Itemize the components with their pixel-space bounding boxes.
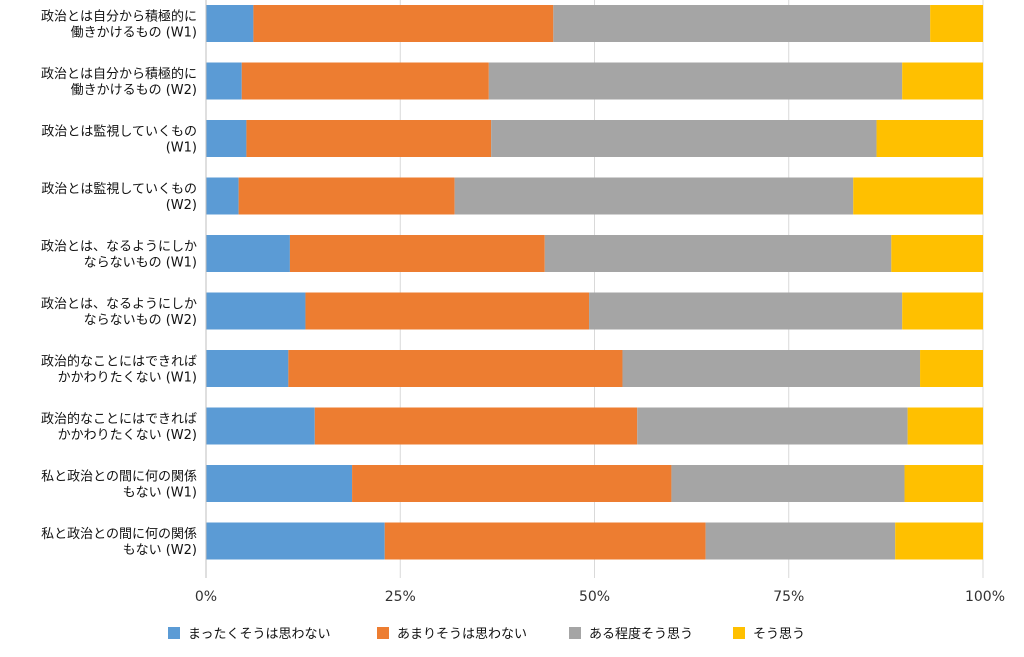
bar-segment-series-2	[305, 292, 590, 330]
category-label: 私と政治との間に何の関係もない (W2)	[41, 526, 197, 558]
bar-segment-series-1	[206, 62, 242, 100]
x-tick-labels: 0% 25% 50% 75% 100%	[195, 589, 1005, 605]
bars	[206, 5, 983, 560]
bar-segment-series-1	[206, 407, 315, 445]
bar-segment-series-2	[238, 177, 455, 215]
bar-segment-series-4	[902, 62, 983, 100]
bar-segment-series-3	[622, 350, 921, 387]
bar-segment-series-1	[206, 177, 239, 215]
bar-segment-series-2	[289, 235, 545, 272]
category-label: 政治とは、なるようにしかならないもの (W2)	[41, 297, 197, 328]
bar-segment-series-4	[902, 292, 983, 330]
bar-segment-series-3	[544, 235, 892, 272]
bar-segment-series-3	[491, 120, 877, 157]
bar-segment-series-2	[246, 120, 492, 157]
legend-label: そう思う	[753, 627, 805, 642]
bar-segment-series-1	[206, 292, 306, 330]
legend-label: あまりそうは思わない	[397, 627, 527, 642]
bar-segment-series-3	[488, 62, 903, 100]
bar-segment-series-2	[288, 350, 623, 387]
bar-segment-series-1	[206, 465, 353, 502]
bar-segment-series-3	[671, 465, 905, 502]
x-tick-label: 75%	[773, 589, 804, 605]
legend-swatch	[168, 627, 180, 639]
category-label: 政治とは監視していくもの(W2)	[41, 181, 197, 213]
bar-segment-series-4	[907, 407, 983, 445]
x-tick-label: 100%	[965, 589, 1005, 605]
bar-segment-series-4	[930, 5, 983, 42]
x-tick-label: 0%	[195, 589, 217, 605]
category-label: 政治とは自分から積極的に働きかけるもの (W2)	[41, 66, 197, 98]
bar-segment-series-3	[454, 177, 854, 215]
legend: まったくそうは思わない あまりそうは思わない ある程度そう思う そう思う	[168, 626, 805, 642]
bar-segment-series-1	[206, 235, 290, 272]
category-label: 私と政治との間に何の関係もない (W1)	[41, 469, 197, 501]
legend-label: まったくそうは思わない	[188, 627, 330, 642]
bar-segment-series-4	[891, 235, 983, 272]
bar-segment-series-4	[904, 465, 983, 502]
bar-segment-series-4	[895, 522, 983, 560]
legend-swatch	[377, 627, 389, 639]
legend-label: ある程度そう思う	[589, 626, 693, 642]
legend-swatch	[733, 627, 745, 639]
legend-swatch	[569, 627, 581, 639]
category-label: 政治的なことにはできればかかわりたくない (W2)	[41, 411, 197, 443]
bar-segment-series-1	[206, 5, 254, 42]
bar-segment-series-4	[853, 177, 983, 215]
bar-segment-series-3	[637, 407, 908, 445]
category-label: 政治とは自分から積極的に働きかけるもの (W1)	[41, 9, 197, 41]
bar-segment-series-1	[206, 350, 289, 387]
category-label: 政治とは、なるようにしかならないもの (W1)	[41, 240, 197, 271]
bar-segment-series-4	[920, 350, 983, 387]
bar-segment-series-1	[206, 522, 385, 560]
category-label: 政治とは監視していくもの(W1)	[41, 124, 197, 156]
bar-segment-series-1	[206, 120, 247, 157]
bar-segment-series-2	[352, 465, 672, 502]
x-tick-label: 25%	[385, 589, 416, 605]
x-tick-label: 50%	[579, 589, 610, 605]
bar-segment-series-2	[384, 522, 706, 560]
bar-segment-series-3	[589, 292, 903, 330]
bar-segment-series-3	[705, 522, 896, 560]
bar-segment-series-2	[241, 62, 489, 100]
category-label: 政治的なことにはできればかかわりたくない (W1)	[41, 354, 197, 386]
bar-segment-series-2	[314, 407, 638, 445]
category-labels: 政治とは自分から積極的に働きかけるもの (W1) 政治とは自分から積極的に働きかけ…	[41, 9, 197, 559]
bar-segment-series-4	[876, 120, 983, 157]
bar-segment-series-2	[253, 5, 554, 42]
bar-segment-series-3	[553, 5, 931, 42]
